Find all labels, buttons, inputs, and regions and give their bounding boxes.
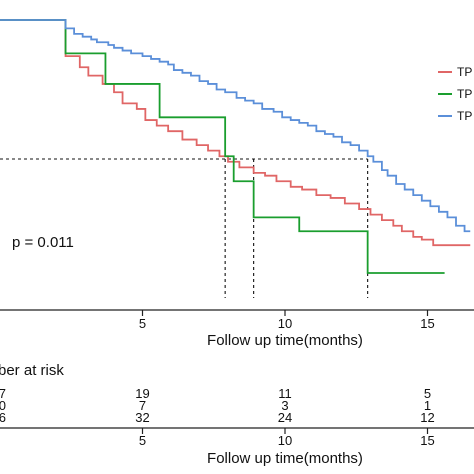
- legend-label-2: TP: [457, 109, 472, 123]
- risk-axis-ticks: 5 10 15: [139, 428, 435, 448]
- risk-cell-0-2: 11: [278, 386, 292, 401]
- survival-curves: [0, 19, 471, 274]
- risk-cell-0-0: 7: [0, 386, 6, 401]
- risk-cell-0-1: 19: [135, 386, 149, 401]
- legend-label-0: TP: [457, 65, 472, 79]
- risk-cell-1-1: 7: [139, 398, 146, 413]
- risk-tick-label-5: 5: [139, 433, 146, 448]
- x-tick-label-5: 5: [139, 316, 146, 331]
- legend-label-1: TP: [457, 87, 472, 101]
- risk-table: 7 19 11 50 7 3 16 32 24 12: [0, 386, 435, 425]
- risk-tick-label-15: 15: [420, 433, 434, 448]
- risk-table-title: ber at risk: [0, 362, 64, 379]
- risk-cell-2-1: 32: [135, 410, 149, 425]
- x-tick-label-15: 15: [420, 316, 434, 331]
- risk-tick-label-10: 10: [278, 433, 292, 448]
- risk-cell-0-3: 5: [424, 386, 431, 401]
- risk-cell-2-3: 12: [420, 410, 434, 425]
- median-survival-lines: [0, 158, 369, 298]
- x-axis-ticks: 5 10 15: [139, 310, 435, 331]
- risk-x-axis-label: Follow up time(months): [207, 450, 363, 467]
- x-axis-label: Follow up time(months): [207, 332, 363, 349]
- x-tick-label-10: 10: [278, 316, 292, 331]
- risk-cell-2-0: 6: [0, 410, 6, 425]
- risk-cell-1-2: 3: [281, 398, 288, 413]
- survival-curve-0: [0, 19, 471, 247]
- survival-curve-2: [0, 19, 471, 233]
- risk-cell-1-3: 1: [424, 398, 431, 413]
- risk-cell-1-0: 0: [0, 398, 6, 413]
- survival-curve-1: [0, 19, 445, 274]
- legend: TP TP TP: [438, 65, 472, 123]
- p-value-annotation: p = 0.011: [12, 234, 74, 251]
- risk-cell-2-2: 24: [278, 410, 292, 425]
